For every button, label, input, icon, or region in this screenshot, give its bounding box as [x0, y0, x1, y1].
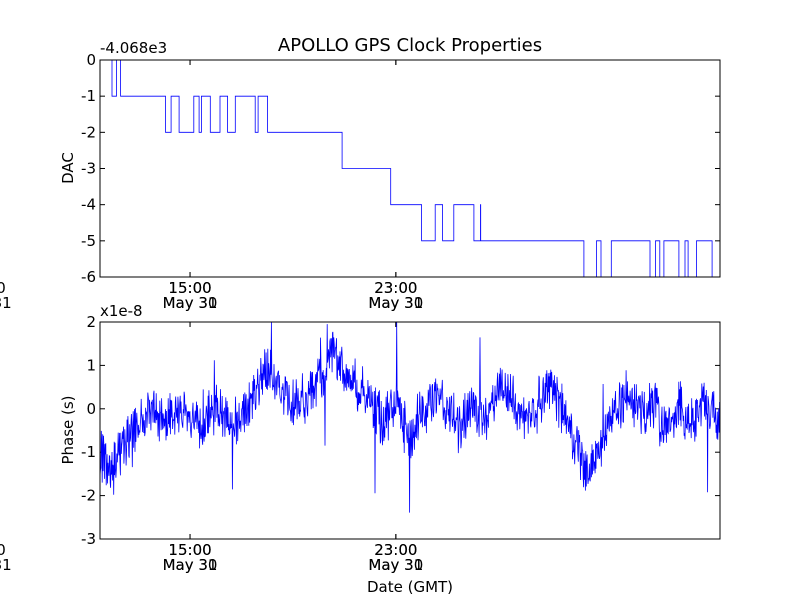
x-tick-label-time: 23:00: [374, 279, 417, 297]
phase-series: [100, 322, 720, 513]
x-tick-label-date: May 30: [163, 294, 218, 312]
y-tick-label: -3: [81, 530, 96, 548]
x-tick-label-date: May 31: [368, 294, 423, 312]
phase-offset-label: x1e-8: [100, 302, 143, 320]
phase-y-axis-label: Phase (s): [59, 395, 77, 464]
chart-title: APOLLO GPS Clock Properties: [278, 35, 542, 56]
x-tick-label-date: May 31: [163, 556, 218, 574]
y-tick-label: -4: [81, 196, 96, 214]
series-line-phase: [100, 322, 720, 513]
x-tick-label-time: 07:00: [0, 279, 6, 297]
y-tick-label: -1: [81, 443, 96, 461]
y-tick-label: -2: [81, 487, 96, 505]
dac-series: [100, 60, 720, 277]
x-tick-label-time: 23:00: [374, 541, 417, 559]
x-tick-label-time: 15:00: [168, 541, 211, 559]
x-tick-label-time: 07:00: [0, 541, 6, 559]
x-tick-label-date: May 30: [163, 556, 218, 574]
x-tick-label-date: May 30: [368, 556, 423, 574]
x-tick-label-time: 15:00: [168, 279, 211, 297]
x-tick-label-time: 23:00: [374, 279, 417, 297]
x-tick-label-date: May 31: [368, 556, 423, 574]
y-tick-label: -5: [81, 232, 96, 250]
dac-plot-frame: [99, 59, 721, 278]
y-tick-label: -2: [81, 123, 96, 141]
y-tick-label: 0: [86, 400, 96, 418]
x-tick-label-date: May 31: [0, 294, 12, 312]
y-tick-label: 2: [86, 313, 96, 331]
x-tick-label-time: 23:00: [374, 541, 417, 559]
y-tick-label: 1: [86, 356, 96, 374]
series-line-dac: [100, 60, 720, 277]
x-tick-label-time: 15:00: [168, 541, 211, 559]
y-tick-label: 0: [86, 51, 96, 69]
y-tick-label: -3: [81, 160, 96, 178]
phase-x-axis-label: Date (GMT): [367, 578, 453, 596]
x-tick-label-time: 15:00: [168, 279, 211, 297]
dac-y-axis-label: DAC: [59, 152, 77, 184]
phase-plot-frame: [99, 321, 721, 540]
dac-offset-label: -4.068e3: [100, 39, 167, 57]
x-tick-label-date: May 31: [0, 556, 12, 574]
phase-y-tick-labels: -3 -2 -1 0 1 2: [81, 313, 96, 548]
dac-y-tick-labels: -6 -5 -4 -3 -2 -1 0: [81, 51, 96, 286]
x-tick-label-date: May 31: [163, 294, 218, 312]
y-tick-label: -1: [81, 87, 96, 105]
y-tick-label: -6: [81, 268, 96, 286]
x-tick-label-date: May 30: [368, 294, 423, 312]
